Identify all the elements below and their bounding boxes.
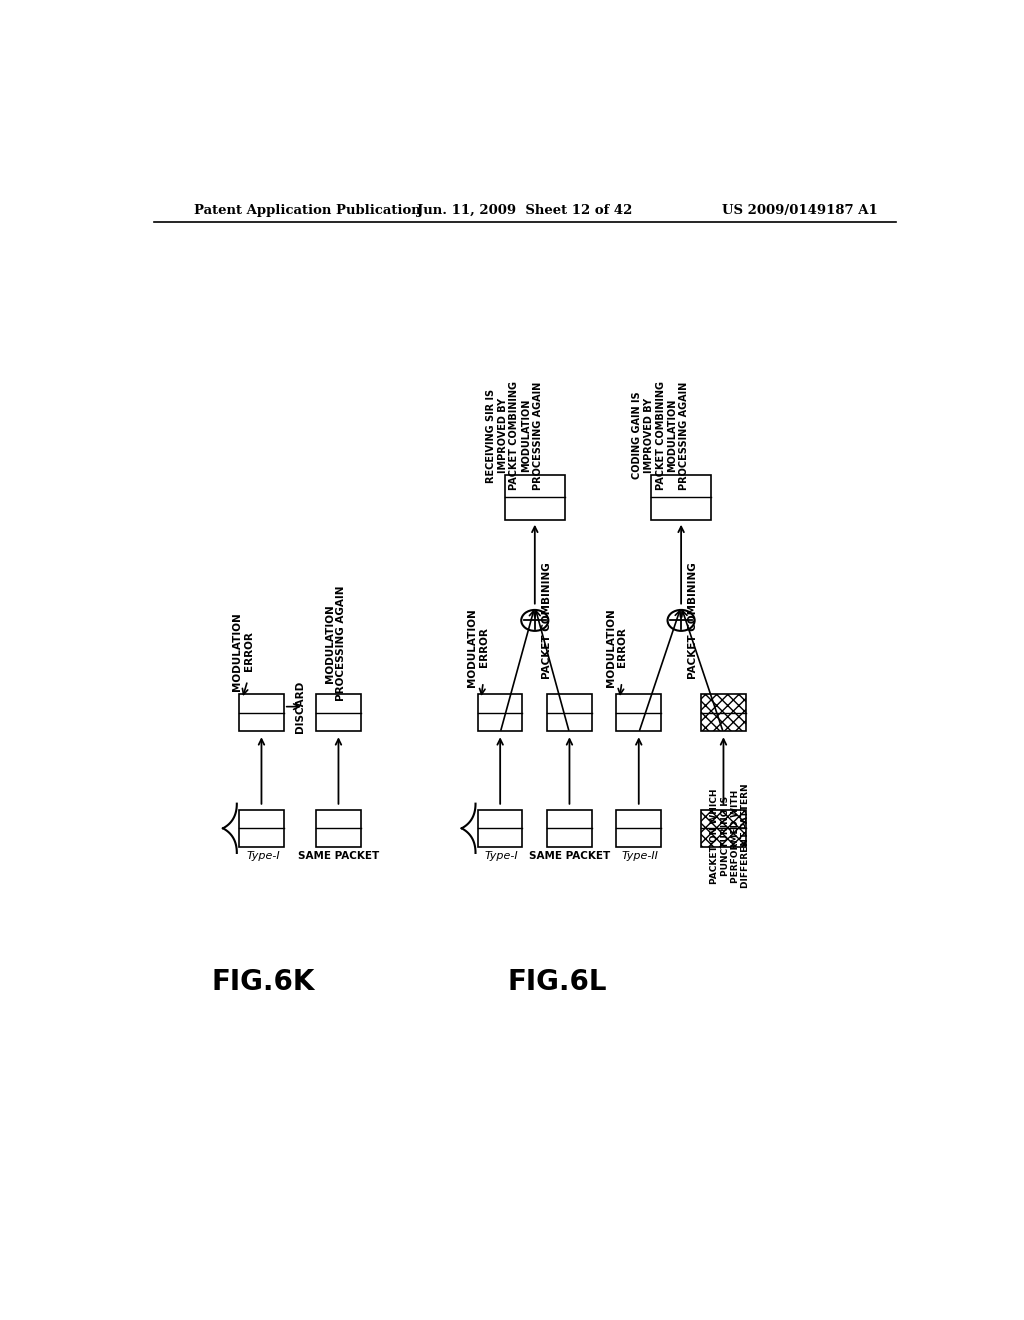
Text: Type-I: Type-I: [485, 851, 518, 862]
Text: FIG.6L: FIG.6L: [508, 969, 607, 997]
Bar: [240, 810, 284, 847]
Bar: [547, 810, 592, 847]
Bar: [651, 498, 711, 520]
Bar: [701, 810, 745, 847]
Bar: [616, 810, 662, 847]
Text: PACKET COMBINING: PACKET COMBINING: [542, 562, 552, 678]
Text: US 2009/0149187 A1: US 2009/0149187 A1: [722, 205, 878, 218]
Bar: [240, 694, 284, 731]
Text: FIG.6K: FIG.6K: [211, 969, 314, 997]
Bar: [505, 475, 565, 520]
Bar: [651, 475, 711, 520]
Bar: [316, 694, 360, 731]
Text: SAME PACKET: SAME PACKET: [528, 851, 610, 862]
Bar: [616, 694, 662, 731]
Text: MODULATION
ERROR: MODULATION ERROR: [467, 609, 488, 686]
Bar: [478, 694, 522, 731]
Text: Jun. 11, 2009  Sheet 12 of 42: Jun. 11, 2009 Sheet 12 of 42: [417, 205, 633, 218]
Bar: [651, 475, 711, 498]
Text: Type-II: Type-II: [622, 851, 658, 862]
Bar: [547, 694, 592, 731]
Text: RECEIVING SIR IS
IMPROVED BY
PACKET COMBINING
MODULATION
PROCESSING AGAIN: RECEIVING SIR IS IMPROVED BY PACKET COMB…: [486, 381, 543, 490]
Text: DISCARD: DISCARD: [295, 681, 305, 733]
Text: PACKET COMBINING: PACKET COMBINING: [688, 562, 698, 678]
Text: SAME PACKET: SAME PACKET: [298, 851, 379, 862]
Text: MODULATION
PROCESSING AGAIN: MODULATION PROCESSING AGAIN: [325, 586, 346, 701]
Bar: [701, 694, 745, 731]
Bar: [316, 810, 360, 847]
Text: MODULATION
ERROR: MODULATION ERROR: [232, 612, 254, 690]
Text: Type-I: Type-I: [246, 851, 280, 862]
Text: CODING GAIN IS
IMPROVED BY
PACKET COMBINING
MODULATION
PROCESSING AGAIN: CODING GAIN IS IMPROVED BY PACKET COMBIN…: [633, 381, 689, 490]
Bar: [478, 810, 522, 847]
Text: MODULATION
ERROR: MODULATION ERROR: [605, 609, 628, 686]
Text: Patent Application Publication: Patent Application Publication: [194, 205, 421, 218]
Text: PACKET ON WHICH
PUNCTURING IS
PERFORMED WITH
DIFFERENT PATTERN: PACKET ON WHICH PUNCTURING IS PERFORMED …: [711, 784, 751, 888]
